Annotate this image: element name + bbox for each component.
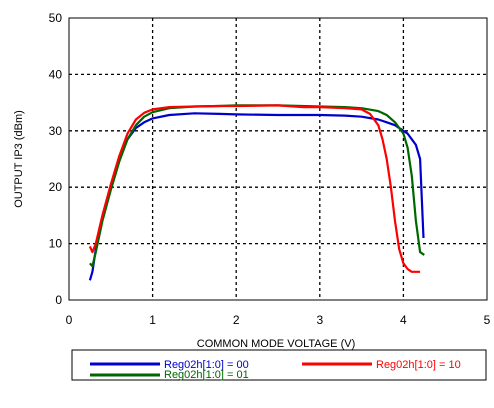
y-tick-label: 50 (49, 11, 63, 25)
y-tick-label: 0 (55, 293, 62, 307)
x-tick-label: 4 (400, 313, 407, 327)
y-axis-label: OUTPUT IP3 (dBm) (13, 110, 25, 208)
series-lines (88, 104, 425, 281)
y-tick-label: 30 (49, 124, 63, 138)
y-tick-label: 10 (49, 237, 63, 251)
x-tick-labels: 0 1 2 3 4 5 (66, 313, 491, 327)
x-tick-label: 1 (149, 313, 156, 327)
x-tick-label: 2 (233, 313, 240, 327)
x-tick-label: 0 (66, 313, 73, 327)
legend-label-01: Reg02h[1:0] = 01 (164, 369, 249, 381)
x-tick-label: 5 (484, 313, 491, 327)
plot-area (68, 17, 488, 301)
grid-lines (69, 18, 487, 300)
x-tick-label: 3 (316, 313, 323, 327)
legend-label-10: Reg02h[1:0] = 10 (376, 359, 461, 371)
series-line-2 (88, 104, 421, 273)
y-tick-label: 40 (49, 67, 63, 81)
y-tick-labels: 0 10 20 30 40 50 (49, 11, 63, 307)
legend-label-00: Reg02h[1:0] = 00 (164, 359, 249, 371)
y-tick-label: 20 (49, 180, 63, 194)
x-axis-label: COMMON MODE VOLTAGE (V) (197, 338, 356, 350)
